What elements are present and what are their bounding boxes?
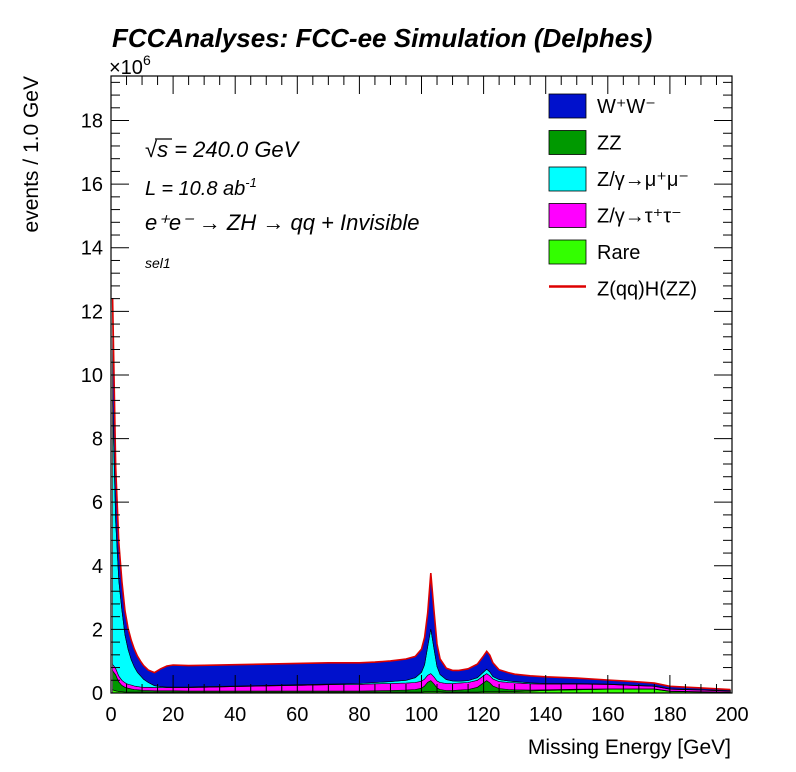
y-tick-label: 6 xyxy=(92,492,103,514)
x-tick-label: 20 xyxy=(162,704,184,726)
area-series-4 xyxy=(112,298,731,692)
lumi-exponent: -1 xyxy=(245,175,257,190)
signal-line-0 xyxy=(111,297,731,691)
legend-entry: Z/γ→μ⁺μ⁻ xyxy=(548,166,689,192)
legend: W⁺W⁻ ZZ Z/γ→μ⁺μ⁻ Z/γ→τ⁺τ⁻ Rare Z(qq)H(ZZ) xyxy=(548,93,697,301)
legend-swatch xyxy=(548,239,587,265)
y-tick-label: 18 xyxy=(81,111,103,133)
legend-label: Rare xyxy=(597,242,640,264)
y-tick-labels: 0 2 4 6 8 10 12 14 16 18 xyxy=(81,111,103,705)
x-tick-label: 0 xyxy=(105,704,116,726)
x-tick-label: 40 xyxy=(224,704,246,726)
x-tick-labels: 0 20 40 60 80 100 120 140 160 180 200 xyxy=(105,704,748,726)
legend-label: ZZ xyxy=(597,133,621,155)
y-multiplier-exponent: 6 xyxy=(143,52,151,68)
y-multiplier: ×106 xyxy=(109,52,151,79)
sqrt-symbol: √ xyxy=(145,137,158,162)
legend-entry: Z(qq)H(ZZ) xyxy=(549,279,697,301)
annotations: √s = 240.0 GeV L = 10.8 ab-1 e⁺e⁻ → ZH →… xyxy=(145,137,420,271)
lumi-annotation: L = 10.8 ab-1 xyxy=(145,175,257,200)
x-tick-label: 120 xyxy=(467,704,500,726)
x-tick-label: 160 xyxy=(591,704,624,726)
sqrt-s-annotation: √s = 240.0 GeV xyxy=(145,137,301,162)
legend-entry: W⁺W⁻ xyxy=(548,93,656,119)
x-tick-label: 80 xyxy=(348,704,370,726)
y-tick-label: 2 xyxy=(92,619,103,641)
legend-label: W⁺W⁻ xyxy=(597,96,656,118)
legend-swatch xyxy=(548,166,587,192)
y-tick-label: 12 xyxy=(81,301,103,323)
tick-marks xyxy=(110,76,733,694)
legend-entry: Z/γ→τ⁺τ⁻ xyxy=(548,203,682,228)
legend-entry: ZZ xyxy=(548,130,621,155)
y-tick-label: 4 xyxy=(92,556,103,578)
legend-entry: Rare xyxy=(548,239,640,265)
process-annotation: e⁺e⁻ → ZH → qq + Invisible xyxy=(145,210,420,235)
y-tick-label: 16 xyxy=(81,174,103,196)
y-tick-label: 14 xyxy=(81,238,103,260)
selection-annotation: sel1 xyxy=(145,255,171,271)
y-tick-label: 0 xyxy=(92,683,103,705)
y-tick-label: 10 xyxy=(81,365,103,387)
x-tick-label: 200 xyxy=(715,704,748,726)
x-tick-label: 180 xyxy=(653,704,686,726)
x-axis-label: Missing Energy [GeV] xyxy=(528,736,731,759)
y-axis-label: events / 1.0 GeV xyxy=(20,76,43,232)
x-tick-label: 60 xyxy=(286,704,308,726)
lumi-text: L = 10.8 ab xyxy=(145,178,245,200)
sqrt-s-text: s = 240.0 GeV xyxy=(157,137,301,162)
y-tick-label: 8 xyxy=(92,429,103,451)
chart-title: FCCAnalyses: FCC-ee Simulation (Delphes) xyxy=(112,23,652,53)
legend-label: Z/γ→μ⁺μ⁻ xyxy=(597,169,689,191)
legend-label: Z(qq)H(ZZ) xyxy=(597,279,697,301)
x-tick-label: 100 xyxy=(405,704,438,726)
stack-layer xyxy=(111,297,731,694)
legend-swatch xyxy=(548,130,587,155)
legend-swatch xyxy=(548,203,587,228)
x-tick-label: 140 xyxy=(529,704,562,726)
y-multiplier-base: ×10 xyxy=(109,57,143,79)
legend-swatch xyxy=(548,93,587,119)
legend-label: Z/γ→τ⁺τ⁻ xyxy=(597,206,682,228)
plot-area xyxy=(110,75,733,694)
